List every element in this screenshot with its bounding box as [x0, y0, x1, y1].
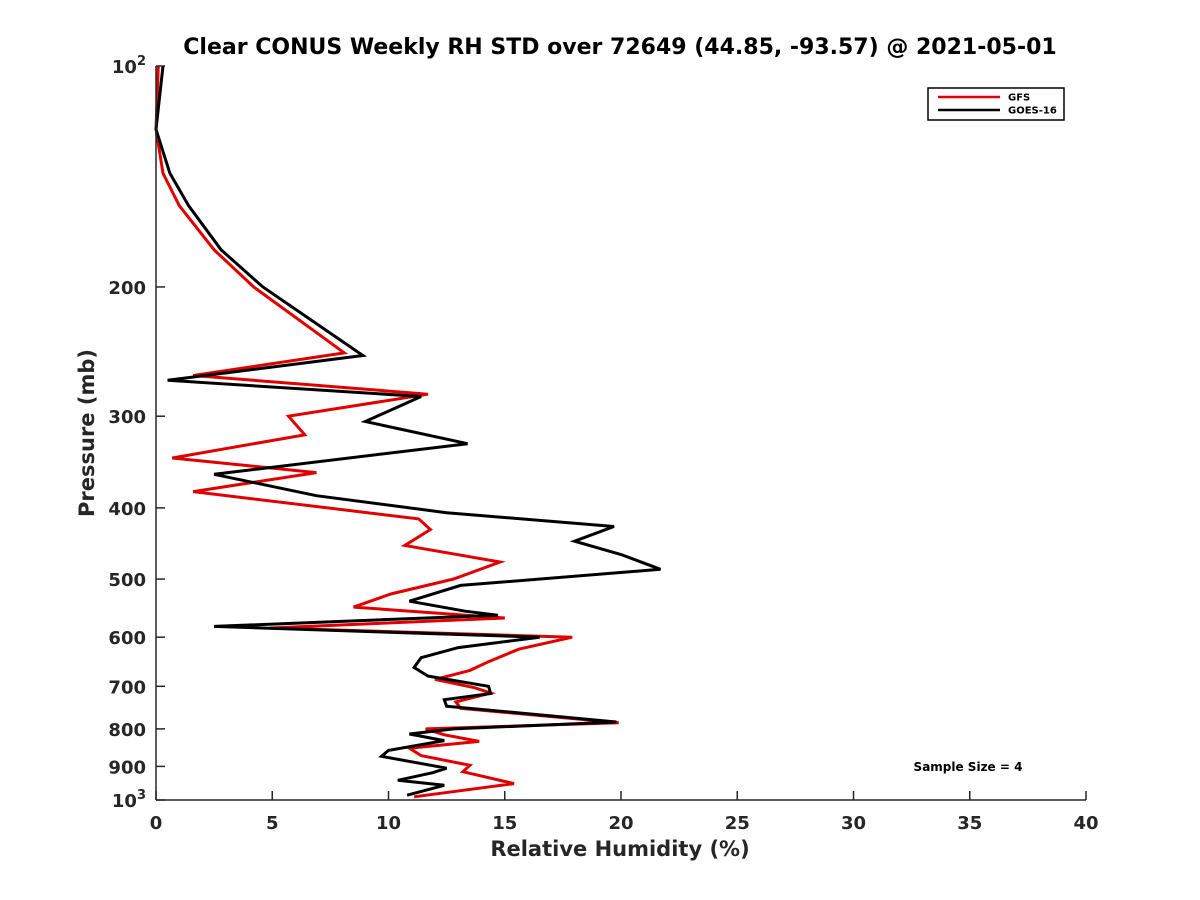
legend-label-goes16: GOES-16 [1008, 106, 1057, 117]
x-tick-label: 20 [608, 813, 633, 834]
plot-area: 0 5 10 15 20 25 30 35 40 102 200 300 400 500 600 700 800… [108, 54, 1098, 834]
y-tick-label: 600 [108, 628, 146, 649]
sample-size-annotation: Sample Size = 4 [914, 760, 1023, 774]
y-tick-label: 500 [108, 570, 146, 591]
x-axis-label: Relative Humidity (%) [490, 837, 749, 861]
y-tick-label: 200 [108, 278, 146, 299]
y-tick-label: 102 [112, 54, 146, 78]
y-axis-label: Pressure (mb) [75, 349, 99, 517]
x-tick-label: 0 [150, 813, 163, 834]
x-tick-label: 30 [841, 813, 866, 834]
y-tick-label: 400 [108, 499, 146, 520]
x-tick-label: 25 [725, 813, 750, 834]
legend-box [927, 87, 1065, 121]
legend: GFS GOES-16 [927, 87, 1065, 121]
x-tick-label: 10 [376, 813, 401, 834]
series-line-gfs [154, 65, 619, 799]
x-tick-label: 35 [957, 813, 982, 834]
x-tick-label: 5 [266, 813, 279, 834]
chart-title: Clear CONUS Weekly RH STD over 72649 (44… [183, 35, 1056, 60]
x-tick-label: 40 [1073, 813, 1098, 834]
y-tick-label: 900 [108, 757, 146, 778]
y-tick-label: 103 [112, 788, 146, 812]
y-tick-label: 300 [108, 407, 146, 428]
x-tick-label: 15 [492, 813, 517, 834]
series-line-goes16 [154, 65, 662, 797]
y-tick-label: 800 [108, 720, 146, 741]
legend-label-gfs: GFS [1008, 93, 1030, 104]
y-tick-label: 700 [108, 677, 146, 698]
